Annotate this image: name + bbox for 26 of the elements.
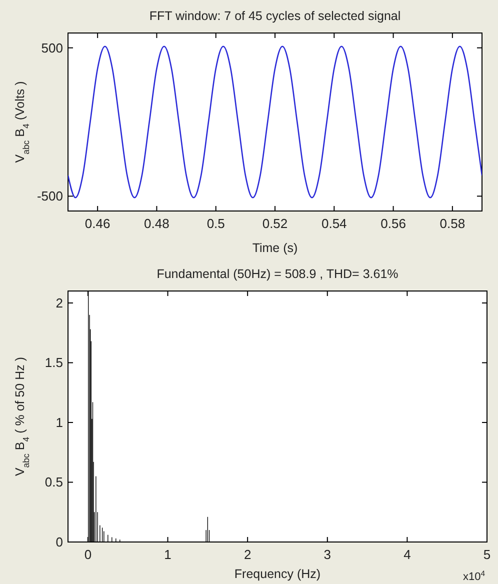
x-tick-label: 2 (244, 547, 252, 562)
x-tick-label: 0.56 (380, 216, 406, 231)
x-tick-label: 0.58 (440, 216, 466, 231)
line-series (68, 46, 482, 198)
chart-title: FFT window: 7 of 45 cycles of selected signal (149, 9, 401, 23)
y-tick-label: -500 (36, 188, 63, 204)
x-tick-label: 0.48 (144, 216, 170, 231)
y-tick-label: 0.5 (44, 474, 63, 490)
x-tick-label: 0.46 (84, 216, 110, 231)
y-tick-label: 1 (56, 414, 63, 430)
chart-title: Fundamental (50Hz) = 508.9 , THD= 3.61% (156, 267, 398, 281)
text: x10$^{4}$ (462, 568, 486, 583)
x-tick-label: 0 (84, 547, 92, 562)
x-tick-label: 0.5 (206, 216, 225, 231)
x-tick-label: 5 (483, 547, 491, 562)
y-tick-label: 500 (41, 40, 63, 56)
y-tick-label: 0 (56, 534, 63, 550)
x-tick-label: 0.54 (321, 216, 347, 231)
x-axis-title: Frequency (Hz) (234, 567, 321, 581)
x-axis-title: Time (s) (252, 241, 298, 255)
y-tick-label: 1.5 (44, 355, 63, 370)
x-tick-label: 0.52 (262, 216, 288, 231)
x-tick-label: 1 (164, 547, 172, 562)
x-tick-label: 3 (324, 547, 331, 562)
y-tick-label: 2 (56, 295, 63, 310)
x-tick-label: 4 (404, 547, 411, 562)
